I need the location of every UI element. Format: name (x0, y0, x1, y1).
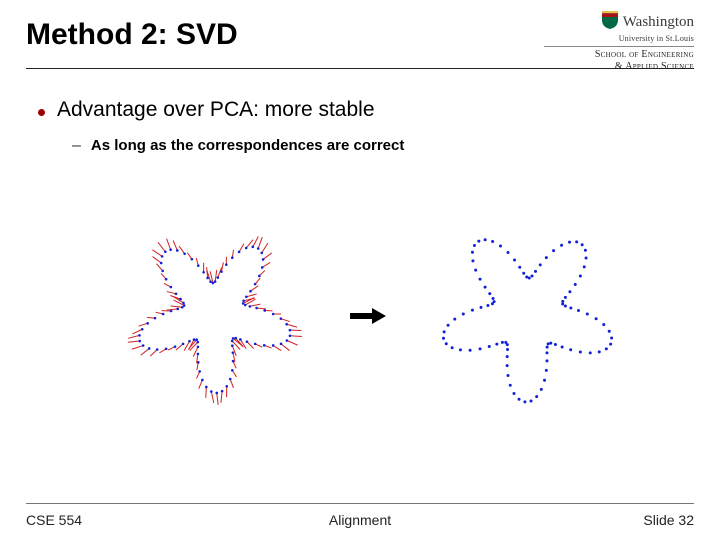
bullet-main: Advantage over PCA: more stable (38, 98, 690, 122)
figure-right (398, 196, 658, 436)
footer-left: CSE 554 (26, 512, 82, 528)
bullet-sub: – As long as the correspondences are cor… (72, 136, 690, 155)
shield-icon (601, 10, 619, 35)
footer-center: Alignment (329, 512, 391, 528)
bullet-main-text: Advantage over PCA: more stable (57, 98, 375, 122)
figure-area (0, 196, 720, 456)
footer-rule (26, 503, 694, 504)
school-line-1: School of Engineering (544, 49, 694, 61)
school-line-2: & Applied Science (544, 61, 694, 73)
univ-name: Washington (623, 14, 694, 31)
bullet-dot-icon (38, 109, 45, 116)
figure-left (86, 196, 346, 436)
footer-right: Slide 32 (643, 512, 694, 528)
header-rule (26, 68, 694, 69)
university-logo-block: Washington University in St.Louis School… (544, 10, 694, 72)
arrow-icon (350, 308, 388, 324)
footer: CSE 554 Alignment Slide 32 (26, 512, 694, 528)
univ-subname: University in St.Louis (544, 34, 694, 43)
bullet-dash-icon: – (72, 137, 81, 155)
logo-divider (544, 46, 694, 47)
bullet-sub-text: As long as the correspondences are corre… (91, 137, 404, 154)
content-area: Advantage over PCA: more stable – As lon… (38, 98, 690, 155)
